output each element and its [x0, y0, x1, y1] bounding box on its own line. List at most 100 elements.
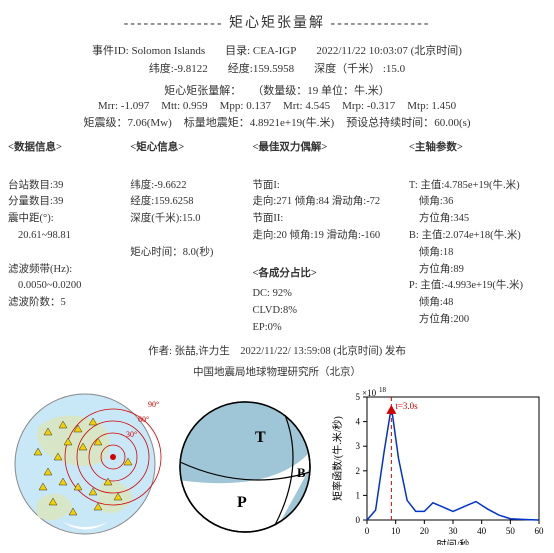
v: EP:0% [252, 320, 400, 337]
svg-text:矩率函数/(牛.米/秒): 矩率函数/(牛.米/秒) [331, 416, 344, 501]
hdr: <数据信息> [8, 140, 122, 157]
graphics-row: 30°60°90° TPB 0102030405060012345t=3.0s×… [8, 385, 546, 545]
l: Mrr: [98, 100, 118, 112]
lbl: 经度: [228, 63, 253, 75]
svg-text:0: 0 [365, 526, 370, 536]
svg-text:60: 60 [534, 526, 544, 536]
l: 纬度: [130, 180, 154, 191]
lbl: 目录: [225, 45, 250, 57]
col-centroid: <矩心信息> 纬度:-9.6622 经度:159.6258 深度(千米):15.… [130, 136, 244, 337]
svg-text:50: 50 [506, 526, 516, 536]
v: 走向:20 倾角:19 滑动角:-160 [252, 228, 400, 245]
val: -9.8122 [174, 63, 208, 75]
beachball-diagram: T P B [168, 387, 322, 542]
l: Mtp: [407, 100, 428, 112]
l: 矩震级： [83, 117, 127, 129]
v: 0.0050~0.0200 [18, 278, 122, 295]
v: 5 [61, 297, 66, 308]
l: 震中距(°): [8, 211, 122, 228]
mt-row: Mrr: -1.097 Mtt: 0.959 Mpp: 0.137 Mrt: 4… [8, 100, 546, 112]
val: CEA-IGP [253, 45, 296, 57]
svg-text:3: 3 [355, 441, 360, 451]
l: 节面II: [252, 211, 400, 228]
lbl: 深度（千米） [314, 63, 380, 75]
hdr: <主轴参数> [409, 140, 546, 157]
l: 预设总持续时间： [346, 117, 434, 129]
val: :15.0 [383, 63, 405, 75]
svg-text:40: 40 [477, 526, 487, 536]
col-axes: <主轴参数> T: 主值:4.785e+19(牛.米) 倾角:36 方位角:34… [409, 136, 546, 337]
v: 20.61~98.81 [18, 228, 122, 245]
lbl: 事件ID: [92, 45, 129, 57]
v: 4.8921e+19(牛.米) [250, 117, 334, 129]
svg-text:20: 20 [420, 526, 430, 536]
header-row2: 纬度:-9.8122 经度:159.5958 深度（千米） :15.0 [8, 60, 546, 76]
l: 台站数目: [8, 180, 53, 191]
l: 分量数目: [8, 196, 53, 207]
v: 159.6258 [154, 196, 193, 207]
l: 深度(千米): [130, 213, 182, 224]
v: 方位角:89 [419, 262, 546, 279]
v: -9.6622 [154, 180, 186, 191]
l: 节面I: [252, 178, 400, 195]
svg-text:5: 5 [355, 392, 360, 402]
l: Mtt: [161, 100, 180, 112]
svg-text:1: 1 [355, 490, 360, 500]
hdr: <各成分占比> [252, 266, 400, 283]
v: 倾角:36 [419, 194, 546, 211]
val: Solomon Islands [131, 45, 205, 57]
columns: <数据信息> 台站数目:39 分量数目:39 震中距(°): 20.61~98.… [8, 136, 546, 337]
svg-text:30°: 30° [126, 430, 137, 439]
col-data: <数据信息> 台站数目:39 分量数目:39 震中距(°): 20.61~98.… [8, 136, 122, 337]
v: T: 主值:4.785e+19(牛.米) [409, 178, 546, 195]
v: -1.097 [121, 100, 149, 112]
globe-map: 30°60°90° [8, 387, 162, 542]
svg-text:×10: ×10 [362, 388, 377, 398]
svg-text:P: P [237, 494, 247, 511]
v: 7.06(Mw) [127, 117, 171, 129]
hdr: <矩心信息> [130, 140, 244, 157]
val: 2022/11/22 10:03:07 (北京时间) [316, 42, 462, 58]
header-row1: 事件ID: Solomon Islands 目录: CEA-IGP 2022/1… [8, 42, 546, 58]
svg-text:时间/秒: 时间/秒 [436, 538, 469, 545]
l: 滤波阶数： [8, 297, 61, 308]
v: 1.450 [431, 100, 456, 112]
stf-chart: 0102030405060012345t=3.0s×1018时间/秒矩率函数/(… [329, 385, 546, 545]
v: 39 [53, 196, 64, 207]
v: 15.0 [182, 213, 200, 224]
svg-text:4: 4 [355, 416, 360, 426]
svg-text:10: 10 [391, 526, 401, 536]
v: 走向:271 倾角:84 滑动角:-72 [252, 194, 400, 211]
page-title: --------------- 矩心矩张量解 --------------- [8, 12, 546, 32]
v: 方位角:200 [419, 312, 546, 329]
svg-text:30: 30 [448, 526, 458, 536]
v: P: 主值:-4.993e+19(牛.米) [409, 278, 546, 295]
footer-author: 作者: 张喆,许力生 2022/11/22/ 13:59:08 (北京时间) 发… [8, 343, 546, 358]
col-dc: <最佳双力偶解> 节面I: 走向:271 倾角:84 滑动角:-72 节面II:… [252, 136, 400, 337]
v: 8.0(秒) [183, 247, 214, 258]
hdr: <最佳双力偶解> [252, 140, 400, 157]
lbl: 纬度: [149, 63, 174, 75]
v: 39 [53, 180, 64, 191]
val: 159.5958 [253, 63, 294, 75]
v: B: 主值:2.074e+18(牛.米) [409, 228, 546, 245]
l: 经度: [130, 196, 154, 207]
v: CLVD:8% [252, 303, 400, 320]
l: Mrt: [283, 100, 303, 112]
l: Mpp: [220, 100, 244, 112]
l: 标量地震矩： [184, 117, 250, 129]
l: Mrp: [342, 100, 364, 112]
mt-title: 矩心矩张量解： （数量级：19 单位：牛.米） [8, 82, 546, 98]
v: 0.137 [246, 100, 271, 112]
footer-org: 中国地震局地球物理研究所（北京） [8, 364, 546, 379]
v: 倾角:18 [419, 245, 546, 262]
svg-text:B: B [297, 465, 306, 480]
svg-text:t=3.0s: t=3.0s [395, 401, 418, 411]
l: 矩心时间： [130, 247, 183, 258]
l: 滤波频带(Hz): [8, 262, 122, 279]
svg-text:2: 2 [355, 466, 360, 476]
svg-text:T: T [255, 429, 266, 446]
svg-text:90°: 90° [148, 400, 159, 409]
v: 4.545 [305, 100, 330, 112]
v: 方位角:345 [419, 211, 546, 228]
